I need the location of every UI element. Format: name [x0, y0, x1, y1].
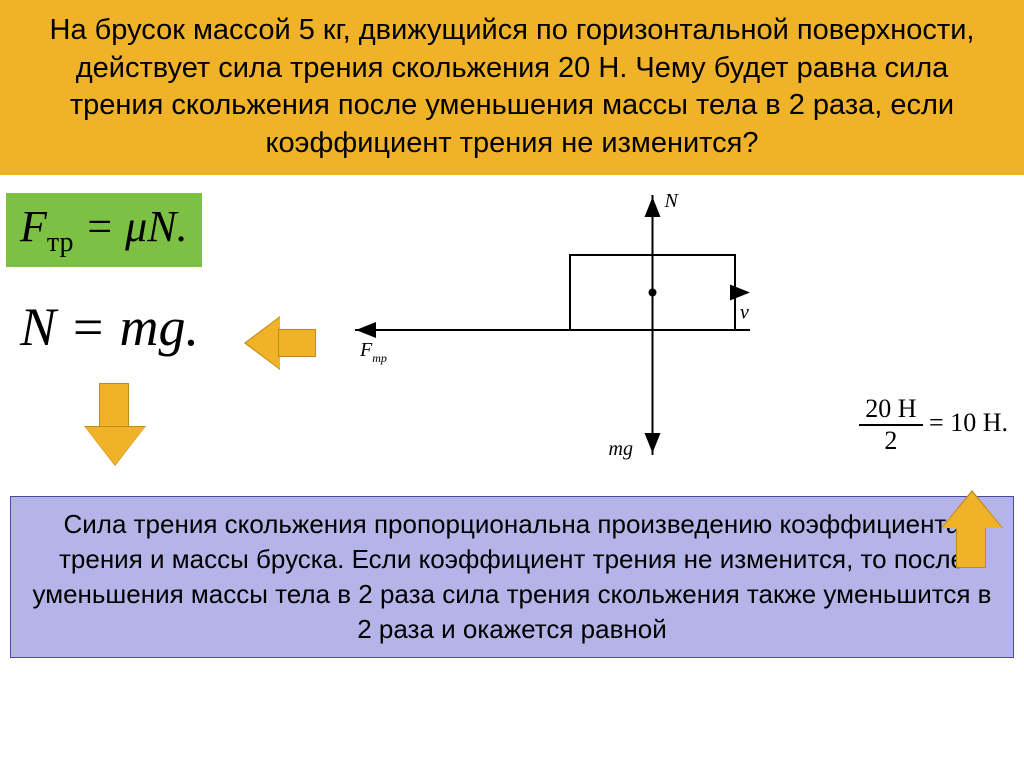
answer-result: = 10 Н. — [923, 408, 1008, 437]
svg-text:v: v — [740, 301, 749, 323]
formula2-text: N = mg. — [20, 297, 199, 357]
answer-numerator: 20 Н — [859, 394, 922, 426]
formula1-sub: тр — [47, 227, 74, 258]
question-text: На брусок массой 5 кг, движущийся по гор… — [50, 14, 975, 159]
formula1-rhs: = μN. — [73, 202, 187, 251]
answer-fraction: 20 Н 2 — [859, 394, 922, 456]
answer-box: 20 Н 2 = 10 Н. — [849, 386, 1018, 464]
svg-text:Fтр: Fтр — [359, 339, 387, 365]
explanation-text: Сила трения скольжения пропорциональна п… — [32, 509, 991, 644]
friction-formula: Fтр = μN. — [6, 193, 202, 267]
question-box: На брусок массой 5 кг, движущийся по гор… — [0, 0, 1024, 175]
normal-force-formula: N = mg. — [6, 290, 213, 364]
answer-denominator: 2 — [859, 426, 922, 456]
explanation-box: Сила трения скольжения пропорциональна п… — [10, 496, 1014, 658]
free-body-diagram: Nmg v Fтр — [320, 185, 750, 465]
middle-section: Fтр = μN. N = mg. Nmg v Fтр 20 Н 2 = 10 Н. — [0, 175, 1024, 490]
svg-text:N: N — [664, 190, 680, 212]
formula1-lhs: F — [20, 202, 47, 251]
svg-text:mg: mg — [609, 438, 633, 460]
